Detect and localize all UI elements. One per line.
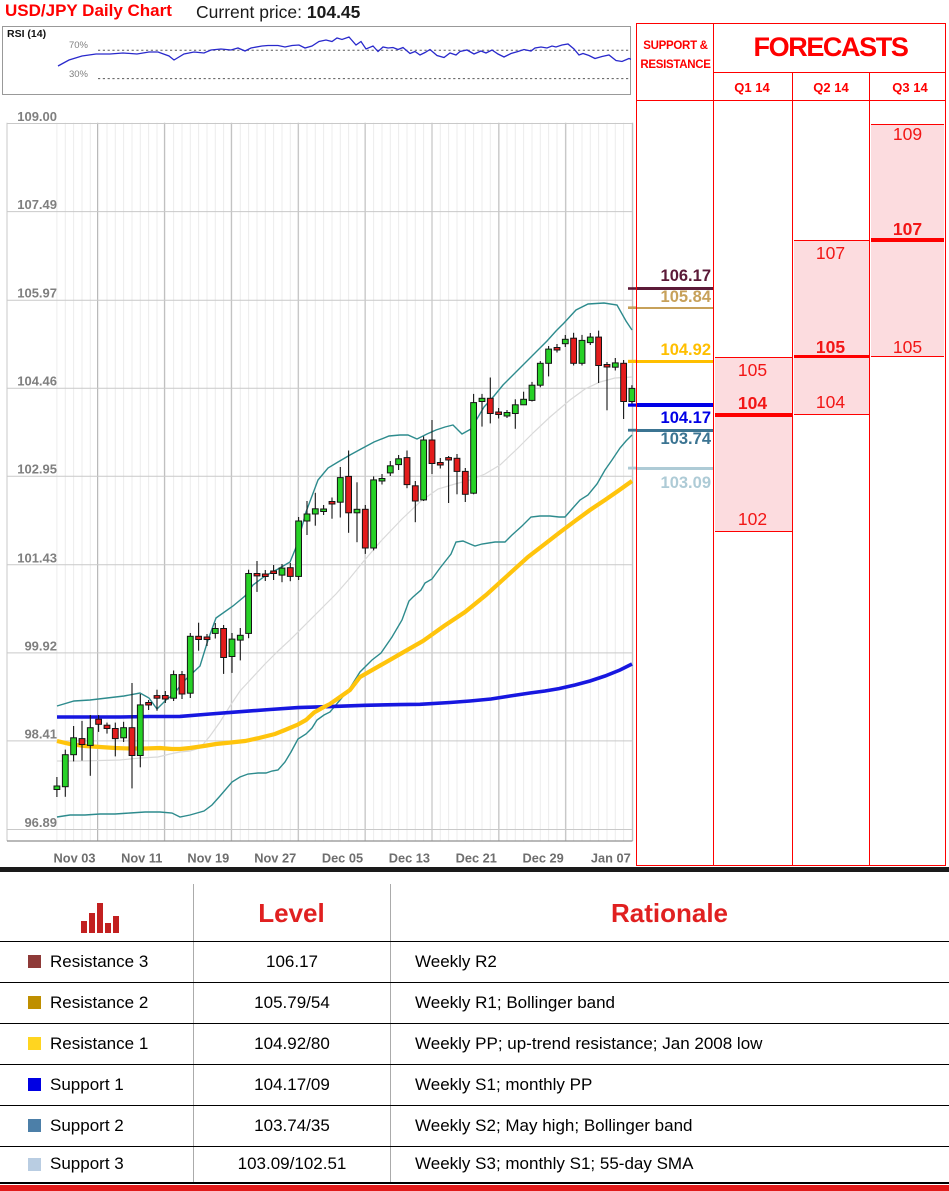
svg-text:96.89: 96.89 <box>24 815 57 830</box>
svg-text:Nov 11: Nov 11 <box>121 851 162 866</box>
svg-text:98.41: 98.41 <box>24 726 57 741</box>
svg-text:99.92: 99.92 <box>24 638 57 653</box>
svg-text:Nov 27: Nov 27 <box>254 851 296 866</box>
svg-text:101.43: 101.43 <box>17 550 57 565</box>
svg-text:Nov 19: Nov 19 <box>187 851 229 866</box>
svg-text:Dec 05: Dec 05 <box>322 851 363 866</box>
svg-text:Jan 07: Jan 07 <box>591 851 631 866</box>
svg-text:Dec 13: Dec 13 <box>389 851 430 866</box>
svg-text:107.49: 107.49 <box>17 197 57 212</box>
svg-text:Dec 29: Dec 29 <box>523 851 564 866</box>
svg-text:Nov 03: Nov 03 <box>54 851 96 866</box>
svg-text:104.46: 104.46 <box>17 374 57 389</box>
svg-text:102.95: 102.95 <box>17 462 57 477</box>
svg-text:Dec 21: Dec 21 <box>456 851 497 866</box>
svg-text:105.97: 105.97 <box>17 286 57 301</box>
svg-text:109.00: 109.00 <box>17 109 57 124</box>
